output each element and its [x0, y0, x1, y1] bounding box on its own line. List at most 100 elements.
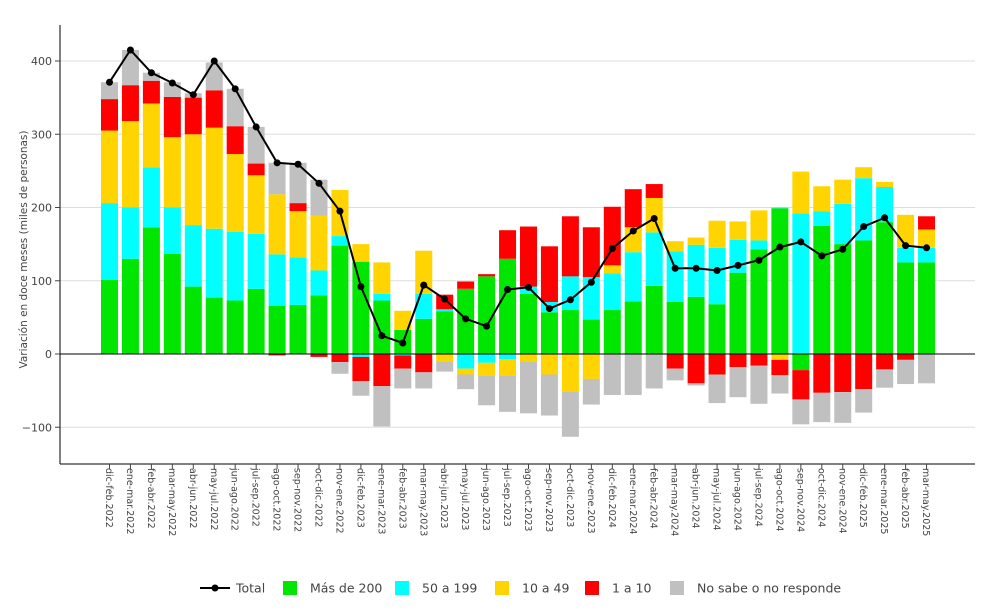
bar-segment — [750, 210, 768, 241]
bar-segment — [771, 375, 789, 394]
x-tick-label: feb-abr.2024 — [648, 468, 659, 529]
bar-segment — [310, 270, 328, 296]
total-point — [839, 245, 847, 253]
y-tick-label: 400 — [31, 55, 52, 68]
bar-segment — [184, 225, 202, 287]
bar-segment — [813, 392, 831, 423]
bar-segment — [561, 216, 579, 277]
x-tick-label: feb-abr.2023 — [396, 468, 407, 529]
legend-label: No sabe o no responde — [697, 581, 841, 596]
total-point — [818, 252, 826, 260]
legend-line-marker — [211, 584, 219, 592]
bar-segment — [729, 272, 747, 354]
bar-segment — [394, 355, 412, 369]
legend-item-total: Total — [200, 581, 265, 596]
bar-segment — [813, 225, 831, 354]
bar-segment — [540, 374, 558, 416]
total-point — [902, 242, 910, 250]
bar-segment — [184, 286, 202, 354]
bar-segment — [540, 354, 558, 375]
bar-segment — [163, 96, 181, 138]
total-point — [692, 264, 700, 272]
bar-segment — [750, 240, 768, 250]
total-point — [881, 214, 889, 222]
bar-segment — [687, 354, 705, 384]
total-point — [106, 78, 113, 86]
bar-segment — [708, 220, 726, 248]
bar-segment — [687, 237, 705, 245]
bar-segment — [415, 354, 433, 373]
x-tick-label: feb-abr.2022 — [145, 468, 156, 529]
y-tick-label: 200 — [31, 202, 52, 215]
x-tick-label: dic-feb.2025 — [857, 468, 868, 528]
bar-segment — [771, 208, 789, 354]
bar-segment — [373, 354, 391, 387]
bar-segment — [436, 354, 454, 362]
bar-segment — [876, 181, 894, 187]
bar-segment — [687, 383, 705, 386]
bar-segment — [101, 99, 118, 131]
total-point — [860, 223, 868, 231]
x-tick-label: sep-nov.2024 — [794, 468, 805, 532]
bar-segment — [499, 354, 517, 360]
bar-segment — [457, 281, 475, 289]
bar-segment — [540, 312, 558, 354]
legend-swatch — [585, 581, 599, 595]
bar-segment — [624, 301, 642, 354]
bar-segment — [331, 362, 349, 374]
y-axis-label: Variación en doce meses (miles de person… — [18, 131, 30, 369]
bar-segment — [897, 359, 915, 385]
bar-segment — [771, 354, 789, 360]
bar-segment — [666, 301, 684, 354]
total-point — [587, 278, 595, 286]
total-point — [462, 315, 470, 323]
total-point — [776, 243, 784, 251]
bar-segment — [499, 359, 517, 376]
bar-segment — [540, 246, 558, 302]
bar-segment — [142, 103, 160, 168]
total-point — [608, 245, 616, 253]
bar-segment — [394, 310, 412, 330]
bar-segment — [603, 206, 621, 266]
bar-segment — [792, 171, 810, 214]
total-point — [336, 207, 344, 215]
total-point — [797, 238, 805, 246]
legend-item: 1 a 10 — [585, 581, 652, 596]
bar-segment — [184, 97, 202, 135]
bar-segment — [121, 258, 139, 354]
bar-segment — [415, 372, 433, 389]
bar-segment — [331, 354, 349, 363]
bar-segment — [352, 261, 370, 354]
bar-segment — [310, 295, 328, 354]
total-point — [294, 160, 302, 168]
bar-segment — [561, 354, 579, 392]
total-point — [441, 295, 449, 303]
legend-label: 1 a 10 — [612, 581, 652, 596]
x-tick-label: oct-dic.2022 — [313, 468, 324, 527]
bar-segment — [708, 374, 726, 404]
x-tick-label: dic-feb.2024 — [606, 468, 617, 528]
bar-segment — [771, 359, 789, 376]
bar-segment — [121, 207, 139, 259]
legend-swatch — [283, 581, 297, 595]
bar-segment — [687, 296, 705, 354]
bar-segment — [226, 154, 244, 232]
total-point — [566, 296, 574, 304]
total-point — [734, 261, 742, 269]
legend-item: Más de 200 — [283, 581, 382, 596]
bar-segment — [478, 354, 496, 363]
bar-segment — [834, 244, 852, 354]
bar-segment — [205, 62, 223, 91]
bar-segment — [855, 178, 873, 241]
bar-segment — [268, 162, 286, 195]
bar-segment — [415, 318, 433, 354]
x-tick-label: nov-ene.2023 — [585, 468, 596, 534]
bar-segment — [666, 368, 684, 381]
x-tick-label: ago-oct.2022 — [271, 468, 282, 531]
y-tick-label: −100 — [22, 421, 52, 434]
bar-segment — [855, 354, 873, 390]
bar-segment — [289, 162, 307, 204]
bar-segment — [142, 80, 160, 104]
bar-segment — [101, 203, 118, 281]
